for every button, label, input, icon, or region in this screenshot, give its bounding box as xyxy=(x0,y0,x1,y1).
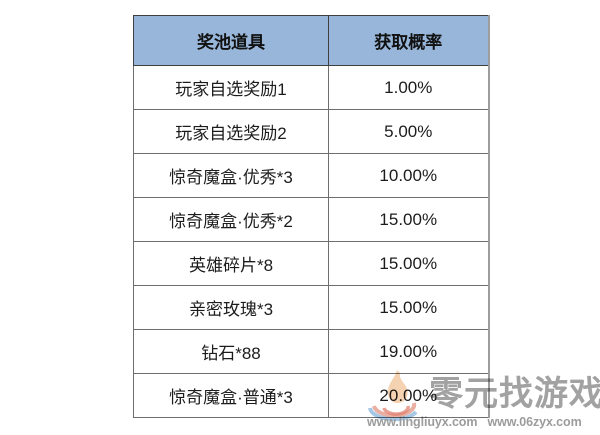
table-header-row: 奖池道具 获取概率 xyxy=(133,15,489,66)
prize-item-cell: 英雄碎片*8 xyxy=(133,241,329,286)
column-header-probability: 获取概率 xyxy=(328,15,489,66)
prize-probability-table: 奖池道具 获取概率 玩家自选奖励1 1.00% 玩家自选奖励2 5.00% 惊奇… xyxy=(133,15,490,418)
table-row: 钻石*88 19.00% xyxy=(133,329,489,374)
probability-cell: 15.00% xyxy=(328,241,489,286)
probability-cell: 1.00% xyxy=(328,65,489,110)
prize-item-cell: 玩家自选奖励1 xyxy=(133,65,329,110)
prize-item-cell: 惊奇魔盒·优秀*2 xyxy=(133,197,329,242)
column-header-item: 奖池道具 xyxy=(133,15,329,66)
probability-cell: 20.00% xyxy=(328,373,489,418)
prize-item-cell: 惊奇魔盒·普通*3 xyxy=(133,373,329,418)
table-row: 玩家自选奖励1 1.00% xyxy=(133,65,489,110)
table-row: 惊奇魔盒·优秀*2 15.00% xyxy=(133,197,489,242)
table-row: 玩家自选奖励2 5.00% xyxy=(133,109,489,154)
table-row: 亲密玫瑰*3 15.00% xyxy=(133,285,489,330)
probability-cell: 15.00% xyxy=(328,197,489,242)
table-row: 惊奇魔盒·普通*3 20.00% xyxy=(133,373,489,418)
probability-cell: 15.00% xyxy=(328,285,489,330)
prize-item-cell: 玩家自选奖励2 xyxy=(133,109,329,154)
prize-item-cell: 惊奇魔盒·优秀*3 xyxy=(133,153,329,198)
prize-item-cell: 钻石*88 xyxy=(133,329,329,374)
table-row: 惊奇魔盒·优秀*3 10.00% xyxy=(133,153,489,198)
probability-cell: 19.00% xyxy=(328,329,489,374)
probability-cell: 10.00% xyxy=(328,153,489,198)
prize-item-cell: 亲密玫瑰*3 xyxy=(133,285,329,330)
probability-cell: 5.00% xyxy=(328,109,489,154)
table-row: 英雄碎片*8 15.00% xyxy=(133,241,489,286)
